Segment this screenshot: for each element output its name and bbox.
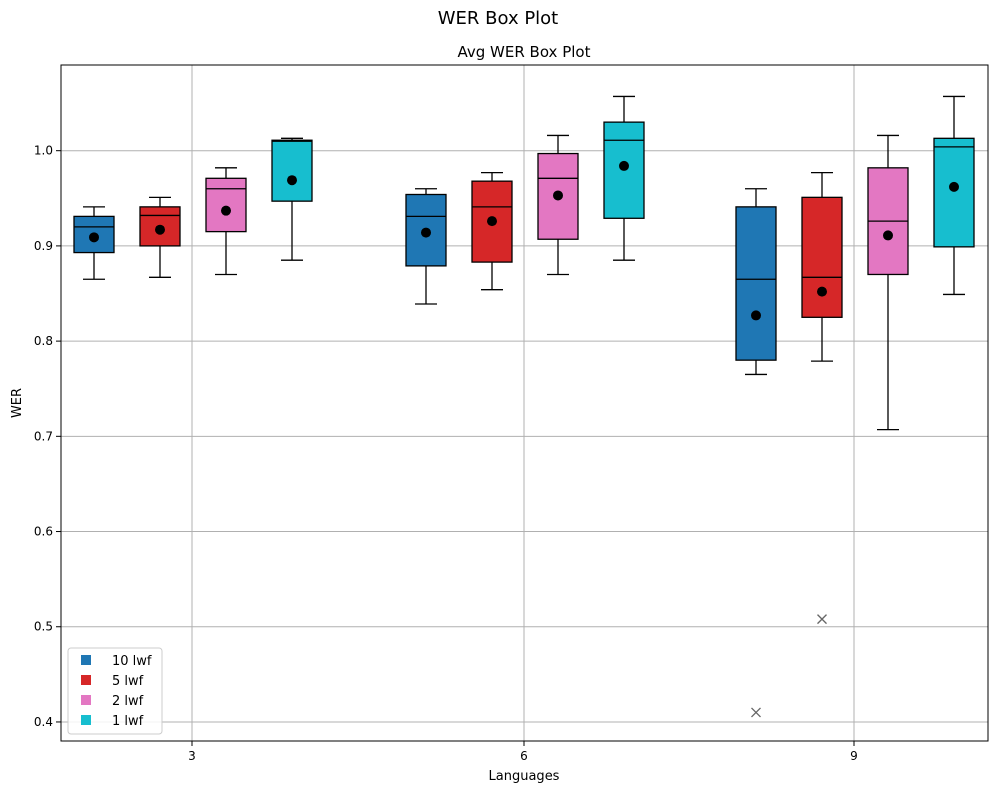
outlier-stroke — [751, 707, 761, 718]
box-5-lwf-group-3 — [139, 196, 181, 278]
y-tick-label: 0.6 — [34, 525, 53, 539]
y-tick-label: 0.8 — [34, 334, 53, 348]
mean-point — [89, 232, 99, 243]
mean-point — [487, 216, 497, 227]
mean-point — [619, 160, 629, 171]
box-1-lwf-group-6 — [603, 95, 645, 261]
box-1-lwf-group-3 — [271, 137, 313, 261]
box-2-lwf-group-3 — [205, 167, 247, 276]
legend-swatch — [81, 715, 91, 725]
x-axis-label: Languages — [489, 769, 560, 784]
y-tick-label: 0.4 — [34, 715, 53, 729]
mean-point — [883, 230, 893, 241]
legend-swatch — [81, 675, 91, 685]
box-body — [271, 139, 313, 202]
grid-lines — [61, 65, 988, 741]
x-tick-label: 6 — [520, 749, 528, 763]
outlier-marker — [751, 707, 761, 718]
mean-point — [287, 175, 297, 186]
box-10-lwf-group-9 — [735, 188, 777, 718]
legend: 10 lwf 5 lwf 2 lwf 1 lwf — [67, 647, 163, 735]
y-tick-label: 0.7 — [34, 429, 53, 443]
mean-point — [421, 227, 431, 238]
mean-point — [751, 310, 761, 321]
y-tick-label: 0.5 — [34, 620, 53, 634]
legend-frame — [67, 647, 163, 735]
legend-label: 10 lwf — [112, 654, 152, 669]
box-2-lwf-group-9 — [867, 134, 909, 431]
legend-swatch — [81, 695, 91, 705]
y-axis-label: WER — [10, 388, 25, 418]
legend-label: 2 lwf — [112, 694, 144, 709]
mean-point — [155, 224, 165, 235]
x-tick-label: 9 — [850, 749, 858, 763]
axis-ticks: 0.4 0.5 0.6 0.7 0.8 0.9 1.0 3 6 9 — [34, 144, 858, 763]
mean-point — [553, 190, 563, 201]
plot-title: Avg WER Box Plot — [458, 43, 591, 61]
box-body — [735, 206, 777, 361]
figure-suptitle: WER Box Plot — [438, 8, 559, 29]
box-body — [933, 137, 975, 248]
y-tick-label: 0.9 — [34, 239, 53, 253]
legend-label: 5 lwf — [112, 674, 144, 689]
box-2-lwf-group-6 — [537, 134, 579, 276]
y-tick-label: 1.0 — [34, 144, 53, 158]
box-1-lwf-group-9 — [933, 95, 975, 296]
box-body — [801, 196, 843, 318]
box-5-lwf-group-9 — [801, 171, 843, 625]
box-marks — [73, 95, 975, 718]
x-tick-label: 3 — [188, 749, 196, 763]
box-5-lwf-group-6 — [471, 171, 513, 291]
mean-point — [221, 205, 231, 216]
legend-swatch — [81, 655, 91, 665]
outlier-stroke — [817, 614, 827, 625]
outlier-marker — [817, 614, 827, 625]
mean-point — [949, 181, 959, 192]
mean-point — [817, 286, 827, 297]
box-10-lwf-group-3 — [73, 206, 115, 280]
legend-label: 1 lwf — [112, 714, 144, 729]
box-body — [205, 177, 247, 233]
box-10-lwf-group-6 — [405, 188, 447, 305]
